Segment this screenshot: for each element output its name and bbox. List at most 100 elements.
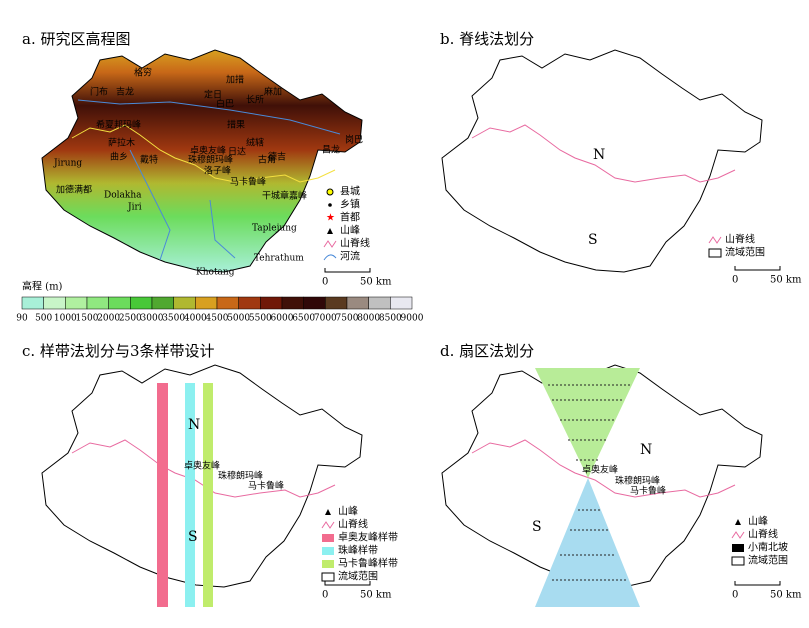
elevation-class	[65, 296, 88, 310]
elevation-tick-label: 8000	[357, 314, 380, 324]
legend-label: 县城	[340, 186, 360, 198]
legend-label: 流域范围	[748, 554, 788, 567]
north-sector	[535, 368, 640, 478]
map-label: Jiri	[127, 203, 142, 213]
basin-outline	[41, 364, 363, 588]
capital-symbol: ★	[326, 213, 335, 224]
elevation-class	[151, 296, 174, 310]
elevation-class	[260, 296, 283, 310]
elevation-class	[238, 296, 261, 310]
strip-symbol	[322, 547, 334, 555]
south-sector	[535, 478, 640, 607]
elevation-class	[108, 296, 131, 310]
map-label: 萨拉木	[108, 137, 135, 149]
map-label: 洛子峰	[204, 165, 231, 177]
legend-label: 河流	[340, 250, 360, 263]
legend-label: 山脊线	[725, 233, 755, 246]
map-label: 希夏邦玛峰	[96, 119, 141, 131]
elevation-class	[21, 296, 44, 310]
elevation-tick-label: 1000	[54, 314, 77, 324]
map-label: 德吉	[268, 151, 286, 163]
map-label: Dolakha	[104, 191, 142, 201]
panel-title: b. 脊线法划分	[440, 30, 534, 48]
panel-title: c. 样带法划分与3条样带设计	[22, 342, 214, 360]
map-label: S	[532, 519, 542, 535]
elevation-tick-label: 4500	[206, 314, 229, 324]
elevation-class	[390, 296, 413, 310]
elevation-tick-label: 6000	[271, 314, 294, 324]
peak-symbol	[735, 519, 741, 525]
elevation-class	[325, 296, 348, 310]
map-label: 马卡鲁峰	[230, 176, 266, 188]
elevation-tick-label: 90	[16, 314, 28, 324]
legend-label: 卓奥友峰样带	[338, 531, 398, 544]
map-label: Taplejung	[252, 224, 297, 234]
elevation-tick-label: 500	[35, 314, 52, 324]
elevation-tick-label: 8500	[379, 314, 402, 324]
scale-bar	[734, 266, 781, 271]
legend-title: 高程 (m)	[22, 280, 63, 293]
elevation-tick-label: 1500	[76, 314, 99, 324]
legend-label: 山峰	[340, 225, 360, 237]
peak-symbol	[325, 509, 331, 515]
scale-label: 0	[322, 277, 328, 288]
legend-label: 山峰	[338, 506, 358, 518]
map-label: 麻加	[264, 86, 282, 98]
map-label: 定日	[204, 89, 222, 101]
elevation-class	[346, 296, 369, 310]
elevation-tick-label: 5500	[249, 314, 272, 324]
map-label: 曲乡	[110, 152, 128, 163]
basin-symbol	[731, 556, 745, 566]
map-label: Jirung	[53, 159, 82, 169]
map-label: N	[188, 417, 200, 433]
map	[41, 49, 363, 273]
ridge-symbol	[708, 236, 722, 244]
elevation-tick-label: 7000	[314, 314, 337, 324]
legend-label: 小南北坡	[748, 541, 788, 554]
map	[41, 364, 363, 588]
map-label: 古角	[258, 154, 276, 166]
panel-title: a. 研究区高程图	[22, 30, 130, 48]
elevation-class	[43, 296, 66, 310]
map-label: 日达	[228, 146, 246, 158]
map-label: 绒辖	[246, 137, 264, 149]
elevation-class	[281, 296, 304, 310]
strip-symbol	[322, 560, 334, 568]
map-label: 昌龙	[322, 144, 340, 156]
map-label: 珠穆朗玛峰	[218, 470, 263, 482]
legend-label: 首都	[340, 211, 360, 224]
legend-label: 马卡鲁峰样带	[338, 557, 398, 570]
scale-label: 0	[732, 590, 738, 601]
elevation-tick-label: 9000	[401, 314, 424, 324]
elevation-class	[130, 296, 153, 310]
map-label: 卓奥友峰	[184, 460, 220, 472]
elevation-legend: 高程 (m) 90 500 10001500200025003000350040004…	[16, 280, 423, 324]
ridge-symbol	[321, 521, 335, 529]
panel-title: d. 扇区法划分	[440, 342, 534, 360]
map-panel: c. 样带法划分与3条样带设计 N S 卓奥友峰珠穆朗玛峰马卡鲁峰山峰山脊线卓奥友峰样…	[22, 342, 398, 607]
scale-label: 50 km	[360, 277, 392, 288]
legend-label: 乡镇	[340, 198, 360, 211]
map-label: S	[588, 232, 598, 248]
map-label: 戴特	[140, 154, 158, 166]
river-symbol	[323, 254, 337, 261]
slope-symbol	[732, 544, 744, 552]
scale-label: 50 km	[770, 275, 802, 286]
map-label: N	[640, 442, 652, 458]
scale-label: 0	[322, 590, 328, 601]
elevation-tick-label: 7500	[336, 314, 359, 324]
map-label: Tehrathum	[254, 254, 304, 264]
basin-symbol	[321, 572, 335, 582]
town-symbol	[328, 203, 332, 207]
elevation-class	[303, 296, 326, 310]
elevation-tick-label: 3500	[162, 314, 185, 324]
elevation-class	[216, 296, 239, 310]
map-label: 加德满都	[56, 184, 92, 196]
map-label: 吉龙	[116, 86, 134, 98]
elevation-tick-label: 6500	[292, 314, 315, 324]
scale-bar	[324, 268, 371, 273]
map-label: 马卡鲁峰	[248, 480, 284, 492]
scale-bar	[324, 581, 371, 586]
elevation-class	[195, 296, 218, 310]
